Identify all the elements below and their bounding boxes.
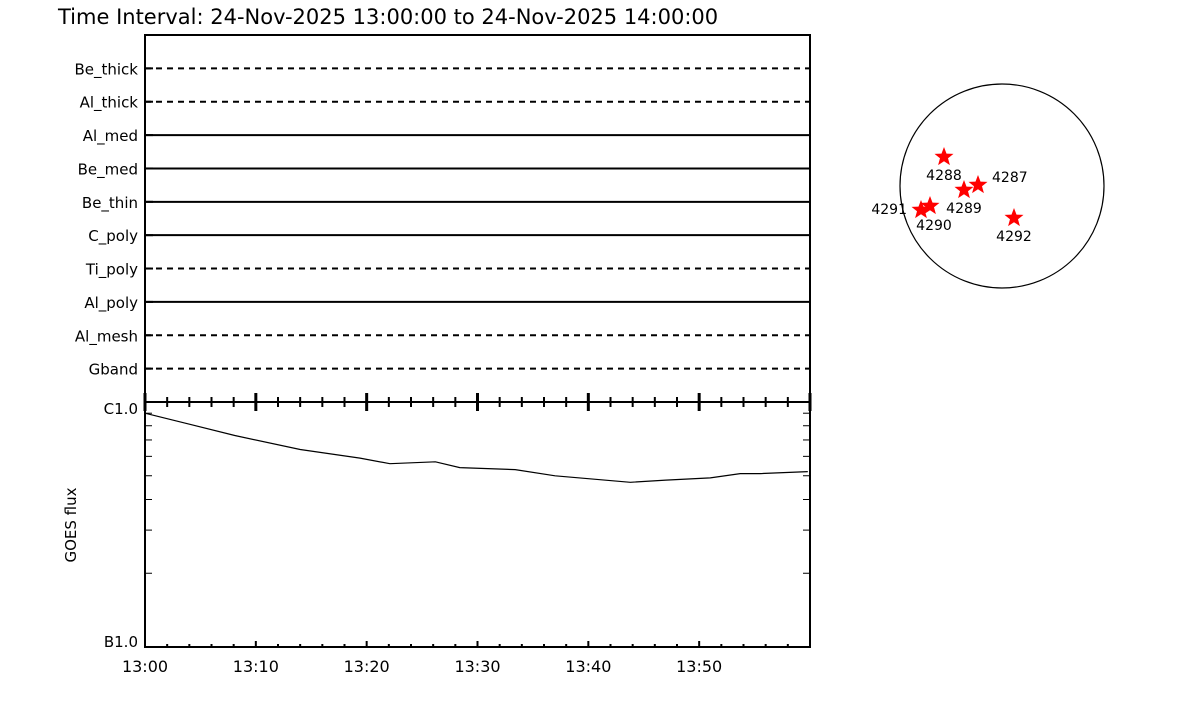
active-region-star-marker <box>968 175 988 194</box>
active-region-star-marker <box>954 180 974 199</box>
filter-label: Al_mesh <box>75 327 138 346</box>
chart-title: Time Interval: 24-Nov-2025 13:00:00 to 2… <box>57 5 718 29</box>
active-region-label: 4292 <box>996 229 1032 245</box>
x-tick-label: 13:00 <box>122 657 168 676</box>
goes-panel-frame <box>144 401 811 648</box>
filter-label: Al_med <box>83 127 138 146</box>
filter-label: C_poly <box>88 227 138 246</box>
solar-limb-circle <box>899 83 1105 289</box>
x-tick-label: 13:50 <box>676 657 722 676</box>
goes-panel: 13:00 13:10 13:20 13:30 13:40 13:50 C1.0 B1.0 GO… <box>62 393 812 676</box>
x-tick-label: 13:30 <box>454 657 500 676</box>
filter-label: Al_thick <box>80 94 139 113</box>
active-region-star-marker <box>920 196 940 215</box>
active-region-star-marker <box>1004 208 1024 227</box>
goes-flux-line <box>144 412 808 483</box>
active-region-star-marker <box>911 200 931 219</box>
active-region-star-marker <box>934 147 954 166</box>
filter-label: Be_thin <box>82 194 138 213</box>
filter-panel: Be_thick Al_thick Al_med Be_med Be_thin C_pol… <box>74 34 811 403</box>
active-region-label: 4287 <box>992 170 1028 186</box>
active-region-label: 4290 <box>916 218 952 234</box>
x-tick-label: 13:40 <box>565 657 611 676</box>
filter-label: Be_thick <box>74 60 138 79</box>
y-tick-label: B1.0 <box>104 633 138 651</box>
x-tick-label: 13:10 <box>233 657 279 676</box>
y-axis-label: GOES flux <box>62 487 80 562</box>
x-tick-label: 13:20 <box>344 657 390 676</box>
filter-label: Al_poly <box>84 294 138 313</box>
filter-label: Ti_poly <box>85 261 138 280</box>
active-region-label: 4289 <box>946 201 982 217</box>
filter-label: Be_med <box>78 160 138 179</box>
filter-panel-frame <box>144 34 811 403</box>
filter-label: Gband <box>89 361 138 379</box>
active-region-label: 4291 <box>871 202 907 218</box>
y-tick-label: C1.0 <box>104 400 138 418</box>
active-region-label: 4288 <box>926 168 962 184</box>
